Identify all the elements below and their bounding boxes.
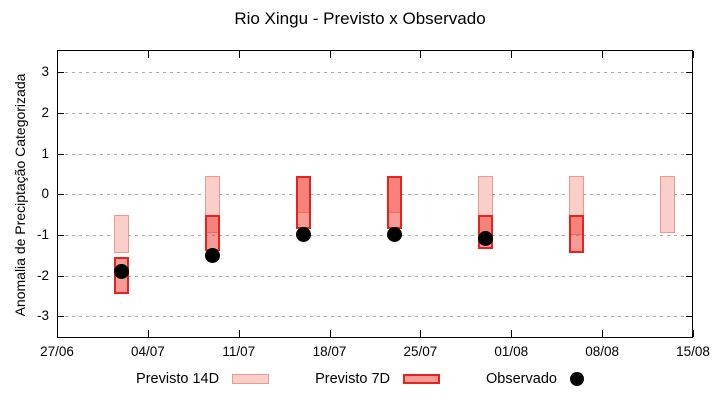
y-axis-tick xyxy=(58,112,64,114)
x-tick-label: 04/07 xyxy=(130,344,165,359)
x-tick-label: 08/08 xyxy=(585,344,620,359)
x-tick-label: 11/07 xyxy=(222,344,256,359)
y-axis-tick xyxy=(686,153,692,155)
y-axis-tick xyxy=(58,153,64,155)
previsto-14d-swatch-icon xyxy=(232,374,270,384)
y-axis-tick xyxy=(58,275,64,277)
y-tick-label: -2 xyxy=(36,267,49,283)
x-tick-label: 01/08 xyxy=(494,344,529,359)
x-axis-tick xyxy=(420,51,422,58)
legend: Previsto 14D Previsto 7D Observado xyxy=(0,371,720,387)
legend-item-previsto-14d: Previsto 14D xyxy=(136,371,270,387)
gridline xyxy=(58,72,692,74)
x-axis-tick xyxy=(329,330,331,337)
gridline xyxy=(58,234,692,236)
legend-label-observado: Observado xyxy=(486,371,557,387)
gridline xyxy=(58,153,692,155)
y-tick-label: 2 xyxy=(41,104,49,120)
gridline xyxy=(58,112,692,114)
x-axis-tick xyxy=(511,330,513,337)
gridline xyxy=(58,316,692,318)
x-axis-tick xyxy=(238,330,240,337)
x-axis-tick xyxy=(693,330,694,337)
gridline xyxy=(58,194,692,196)
observado-point xyxy=(477,231,493,247)
previsto-7d-swatch-icon xyxy=(403,374,441,384)
observado-point xyxy=(205,247,221,263)
y-axis-tick xyxy=(686,316,692,318)
legend-item-previsto-7d: Previsto 7D xyxy=(315,371,441,387)
legend-item-observado: Observado xyxy=(486,371,584,387)
y-axis-tick xyxy=(686,275,692,277)
x-tick-label: 25/07 xyxy=(403,344,438,359)
bar-previsto-14d xyxy=(659,175,675,233)
y-axis-tick xyxy=(58,72,64,74)
x-axis-tick xyxy=(57,51,58,58)
x-tick-label: 15/08 xyxy=(676,344,710,359)
y-axis-tick xyxy=(686,112,692,114)
y-tick-label: -1 xyxy=(36,226,49,242)
chart-title: Rio Xingu - Previsto x Observado xyxy=(234,9,486,28)
observado-swatch-icon xyxy=(569,372,584,386)
x-axis-tick xyxy=(57,330,58,337)
bar-previsto-14d xyxy=(114,214,130,254)
bar-previsto-7d xyxy=(568,214,584,254)
x-axis-tick xyxy=(147,51,149,58)
x-tick-label: 27/06 xyxy=(40,344,74,359)
x-axis-tick xyxy=(329,51,331,58)
y-axis-tick xyxy=(58,316,64,318)
legend-label-previsto-7d: Previsto 7D xyxy=(315,371,391,387)
x-axis-tick xyxy=(602,330,604,337)
y-tick-label: 1 xyxy=(41,145,49,161)
legend-label-previsto-14d: Previsto 14D xyxy=(136,371,220,387)
y-axis-tick xyxy=(58,194,64,196)
y-tick-label: -3 xyxy=(36,308,49,324)
bar-previsto-7d xyxy=(205,214,221,252)
observado-point xyxy=(386,227,402,243)
bar-previsto-7d xyxy=(386,175,402,229)
y-axis-tick xyxy=(58,234,64,236)
x-axis-tick xyxy=(693,51,694,58)
y-axis-tick xyxy=(686,194,692,196)
y-tick-label: 3 xyxy=(41,64,49,80)
observado-point xyxy=(114,263,130,279)
x-axis-tick xyxy=(238,51,240,58)
x-axis-tick xyxy=(602,51,604,58)
gridline xyxy=(58,275,692,277)
plot-area xyxy=(57,50,694,338)
x-axis-tick xyxy=(511,51,513,58)
y-tick-label: 0 xyxy=(41,186,49,202)
observado-point xyxy=(296,227,312,243)
y-axis-tick xyxy=(686,72,692,74)
x-tick-label: 18/07 xyxy=(312,344,347,359)
bar-previsto-7d xyxy=(296,175,312,229)
x-axis-tick xyxy=(147,330,149,337)
y-axis-tick xyxy=(686,234,692,236)
x-axis-tick xyxy=(420,330,422,337)
